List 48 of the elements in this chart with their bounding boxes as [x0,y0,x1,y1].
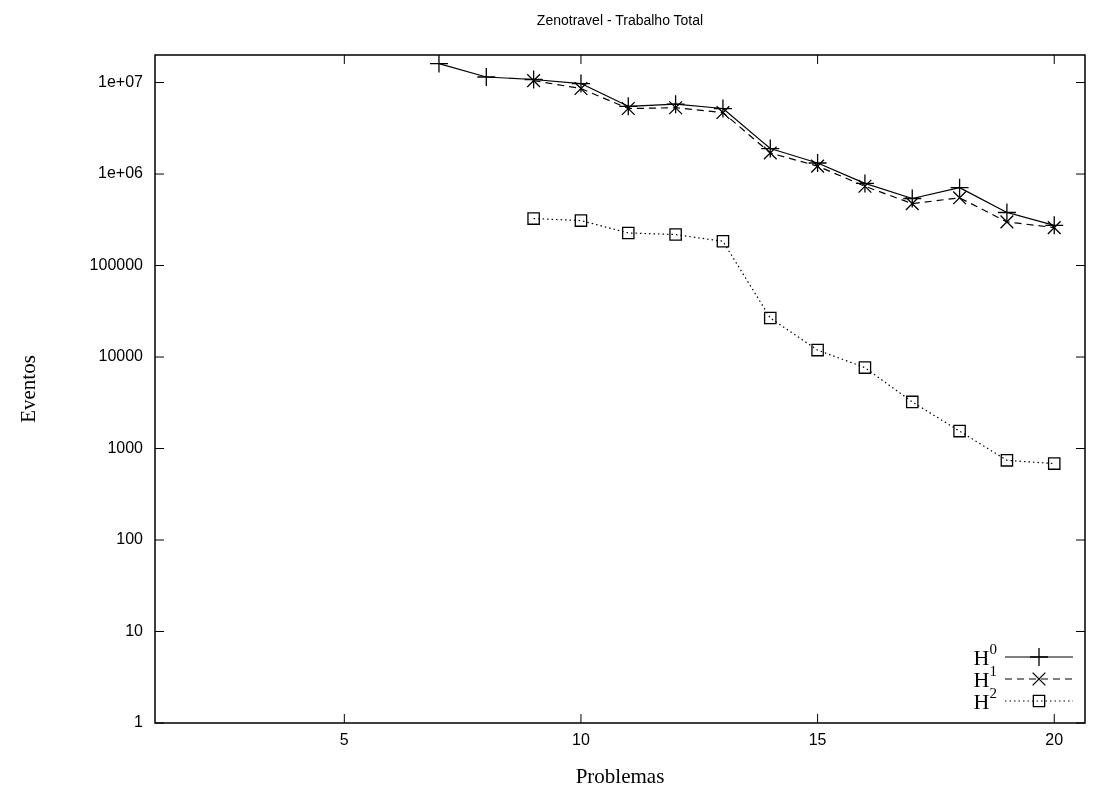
point [949,178,970,198]
point [1044,215,1064,235]
y-tick-label: 10000 [98,347,144,365]
point [1047,220,1062,235]
point [429,55,449,74]
y-tick-label: 100000 [89,255,144,273]
point [953,424,966,438]
y-tick-label: 100 [116,530,144,548]
point [571,73,591,94]
point [1047,457,1061,470]
y-tick-label: 1e+06 [98,164,144,182]
y-tick-label: 1000 [107,438,144,456]
point [857,179,872,194]
point [855,173,875,194]
x-tick-label: 20 [1045,731,1064,749]
point [858,361,872,374]
point [574,214,588,227]
point [810,159,825,174]
y-tick-label: 1 [134,713,144,731]
y-tick-label: 1e+07 [98,72,144,90]
point [1000,454,1014,467]
point [527,212,540,225]
point [669,228,682,241]
point [668,100,683,115]
point [902,188,922,209]
point [715,105,730,120]
point [713,98,733,119]
point [763,311,777,325]
point [760,138,780,159]
x-tick-label: 15 [808,731,827,749]
x-tick-label: 5 [339,731,349,749]
point [476,67,496,87]
y-tick-label: 10 [125,621,144,639]
point [716,234,730,248]
chart-title: Zenotravel - Trabalho Total [536,12,704,28]
point [618,96,638,116]
point [905,395,919,409]
point [807,153,828,173]
point [621,101,636,116]
point [997,202,1017,223]
point [621,226,635,240]
x-axis-title: Problemas [575,764,665,788]
x-tick-label: 10 [572,731,590,749]
point [952,190,967,205]
point [665,94,686,114]
point [999,214,1014,229]
y-axis-title: Eventos [16,355,40,423]
point [811,343,824,357]
